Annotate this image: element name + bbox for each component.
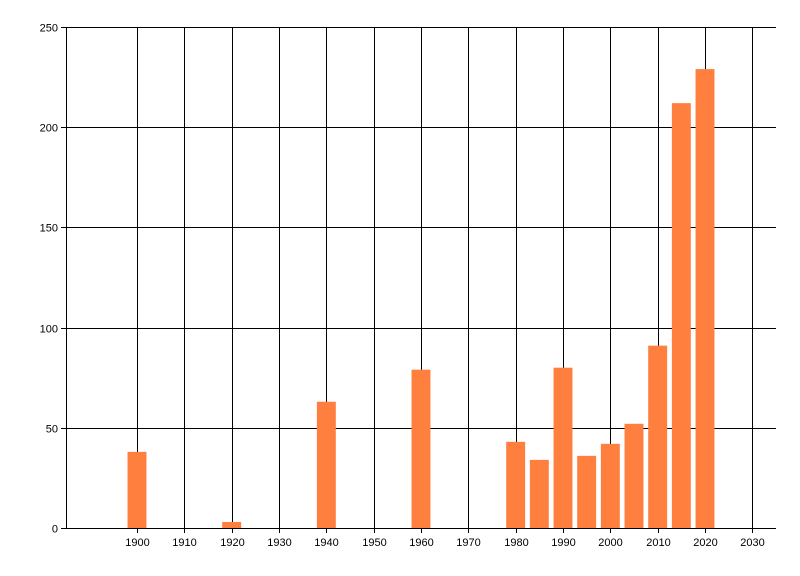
bar-1960: [411, 369, 431, 528]
y-tick-label: 100: [40, 324, 58, 336]
x-tick-label: 1930: [267, 537, 291, 549]
y-tick-label: 150: [40, 223, 58, 235]
x-tick-label: 2010: [646, 537, 670, 549]
bar-1920: [222, 521, 242, 528]
bar-1985: [529, 459, 549, 528]
bar-1940: [316, 401, 336, 528]
x-tick-label: 1980: [504, 537, 528, 549]
bar-2020: [695, 69, 715, 528]
bar-2000: [600, 443, 620, 528]
bar-1980: [506, 441, 526, 528]
y-tick-label: 0: [52, 524, 58, 536]
y-tick-label: 50: [46, 424, 58, 436]
x-tick-label: 2030: [740, 537, 764, 549]
x-tick-label: 1990: [551, 537, 575, 549]
y-tick-label: 250: [40, 23, 58, 35]
bar-2005: [624, 423, 644, 528]
bar-1995: [577, 455, 597, 528]
y-tick-label: 200: [40, 123, 58, 135]
x-tick-label: 2000: [598, 537, 622, 549]
x-tick-label: 1970: [456, 537, 480, 549]
bars: [127, 69, 715, 529]
x-tick-label: 1940: [314, 537, 338, 549]
x-tick-label: 1950: [362, 537, 386, 549]
axes: [61, 27, 776, 533]
bar-2015: [671, 103, 691, 529]
bar-1900: [127, 451, 147, 528]
tick-labels: 1900 1910 1920 1930 1940 1950 1960 1970 1980 1990…: [40, 23, 765, 550]
x-tick-label: 1920: [220, 537, 244, 549]
x-tick-label: 2020: [693, 537, 717, 549]
bar-2010: [648, 345, 668, 528]
x-tick-label: 1910: [172, 537, 196, 549]
bar-1990: [553, 367, 573, 528]
x-tick-label: 1960: [409, 537, 433, 549]
x-tick-label: 1900: [125, 537, 149, 549]
